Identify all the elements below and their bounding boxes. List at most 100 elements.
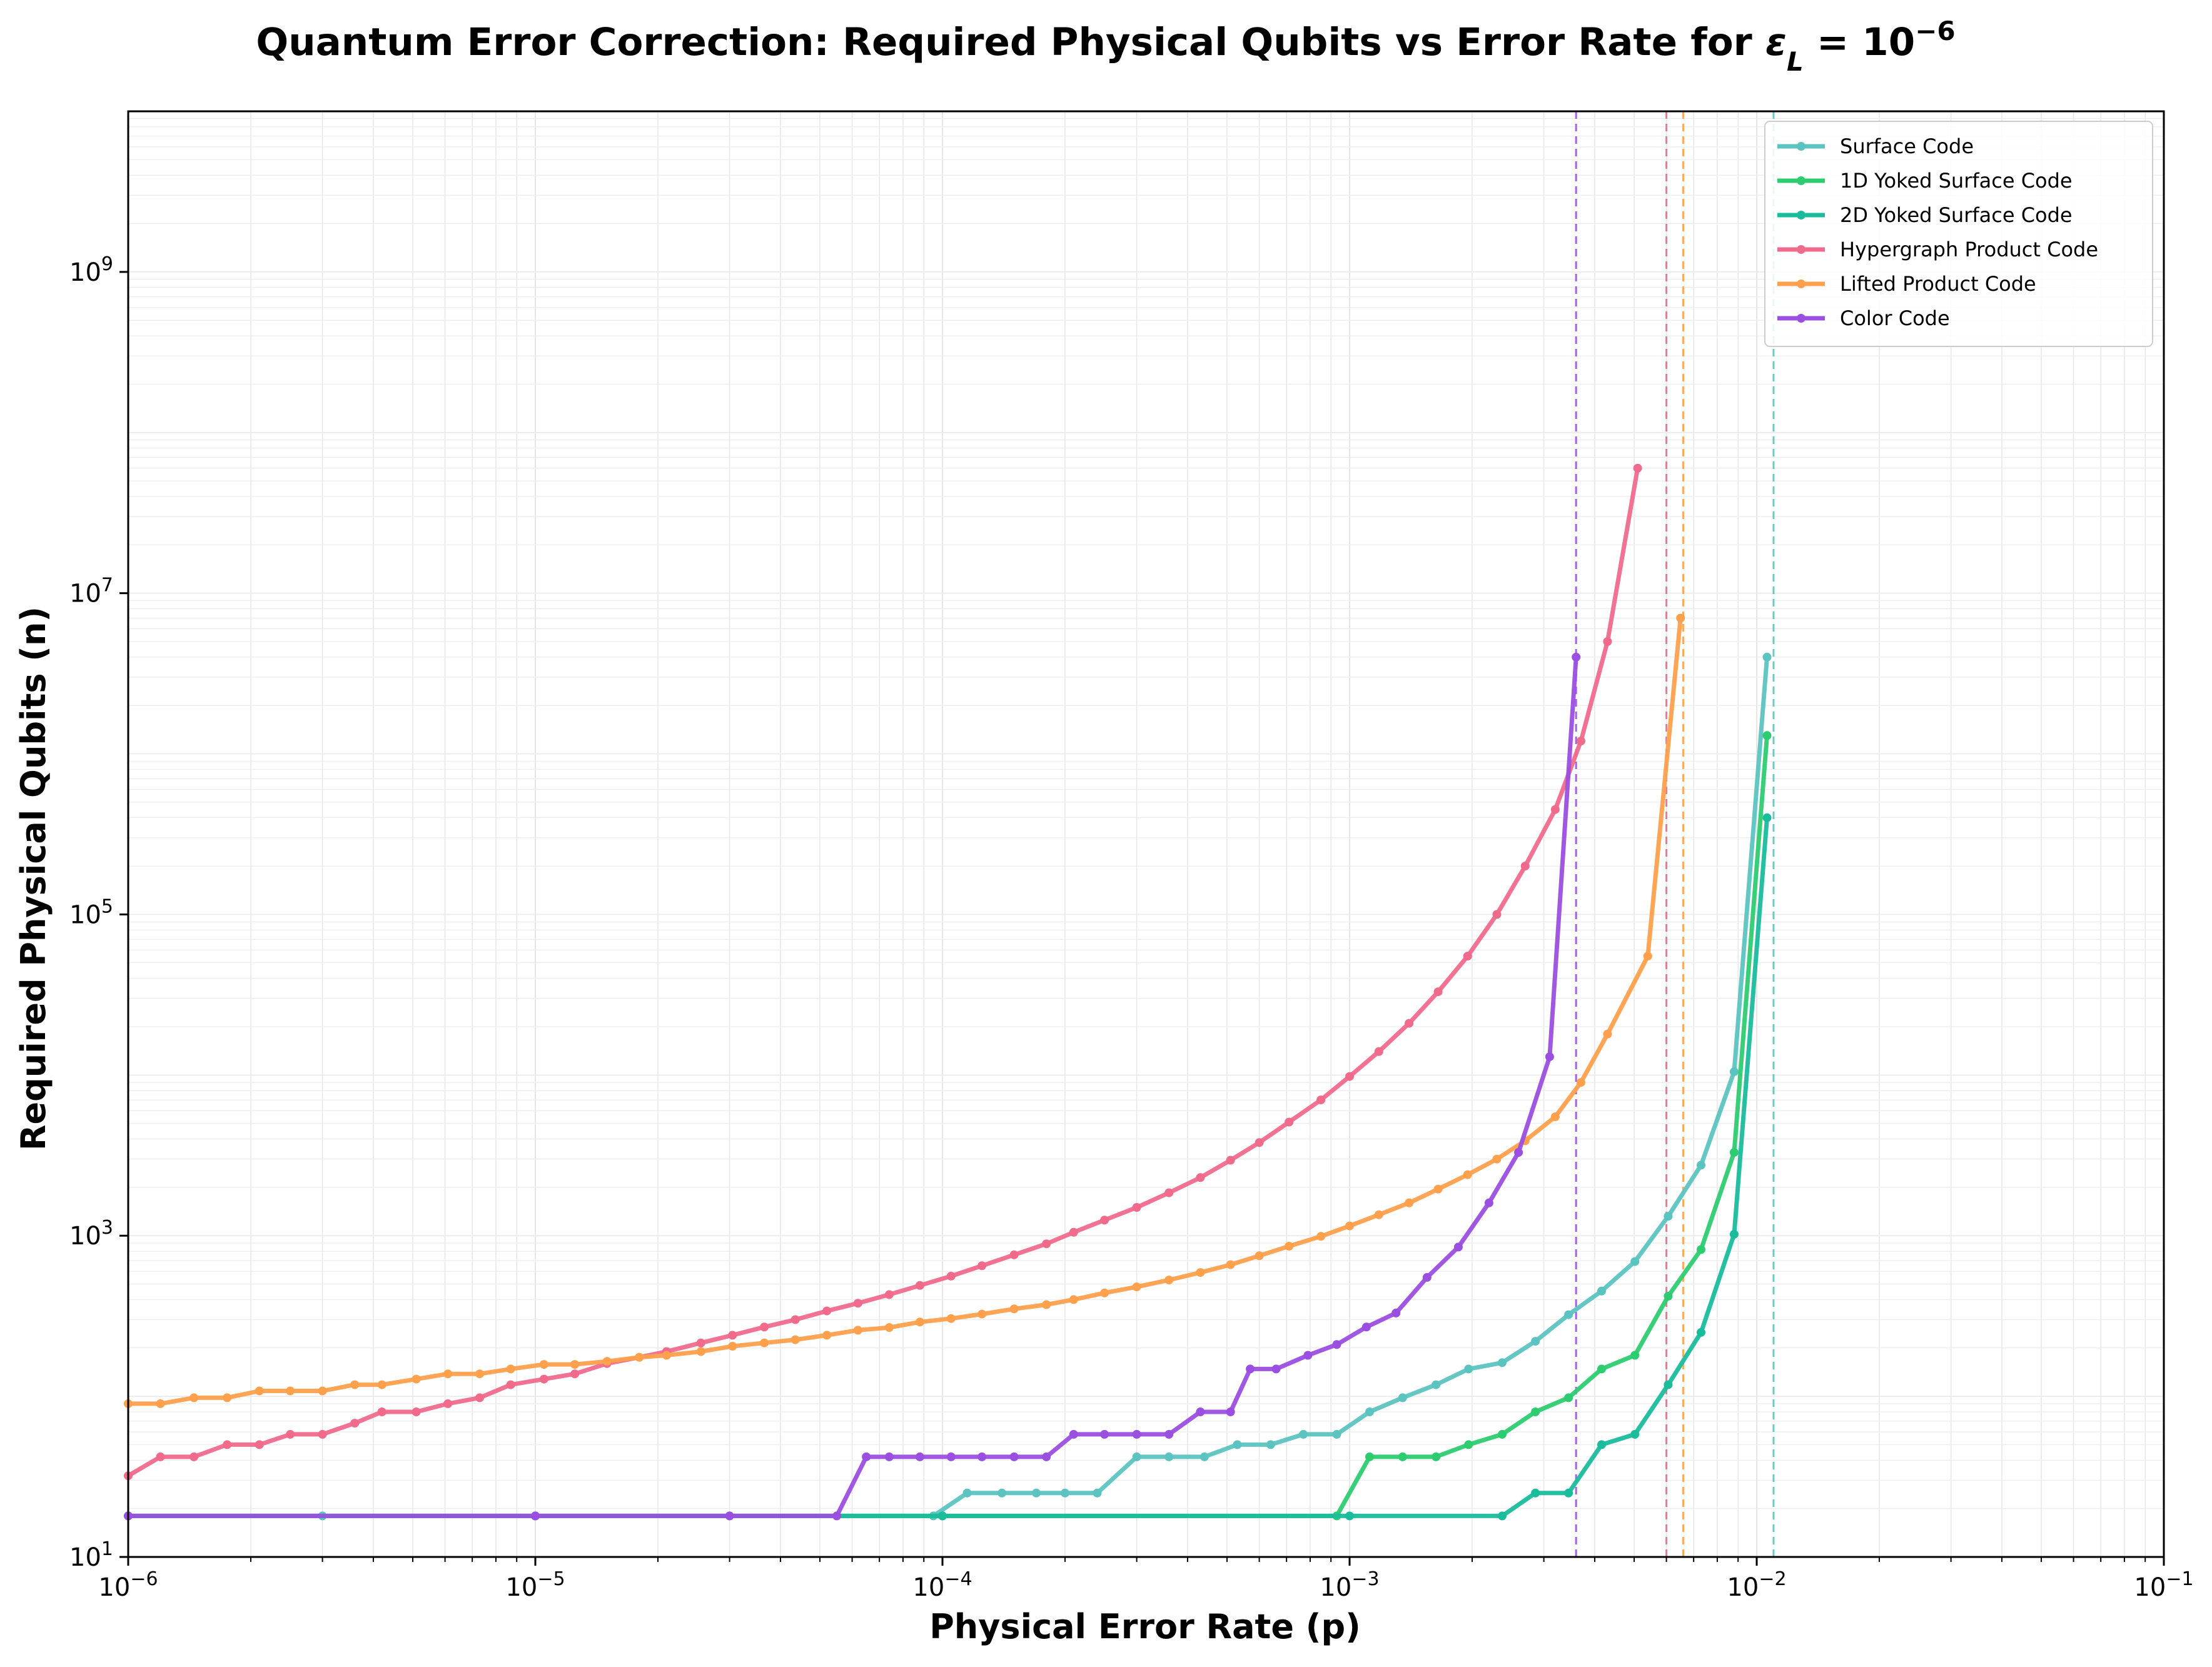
- data-point: [1365, 1408, 1374, 1416]
- data-point: [1643, 952, 1652, 961]
- legend-swatch-marker: [1797, 142, 1805, 151]
- data-point: [223, 1393, 232, 1403]
- title-exponent: −6: [1915, 16, 1955, 46]
- x-tick-base: 10: [1727, 1573, 1759, 1602]
- data-point: [1697, 1161, 1705, 1170]
- data-point: [156, 1399, 165, 1408]
- data-point: [1603, 1029, 1612, 1039]
- y-tick-exponent: 5: [101, 895, 113, 917]
- data-point: [853, 1326, 862, 1335]
- data-point: [1132, 1282, 1141, 1292]
- data-point: [1199, 1452, 1209, 1461]
- data-point: [1405, 1198, 1414, 1207]
- data-point: [1550, 805, 1560, 814]
- x-tick-label: 10−2: [1727, 1568, 1786, 1603]
- data-point: [539, 1360, 548, 1369]
- data-point: [977, 1452, 987, 1461]
- y-tick-label: 103: [69, 1217, 113, 1251]
- data-point: [1762, 813, 1772, 822]
- data-point: [1664, 1212, 1673, 1221]
- data-point: [1432, 1452, 1441, 1461]
- data-point: [1332, 1340, 1341, 1349]
- data-point: [1492, 1154, 1502, 1164]
- x-tick-label: 10−1: [2134, 1568, 2193, 1603]
- x-tick-exponent: −2: [1759, 1568, 1786, 1590]
- legend-label: Color Code: [1840, 306, 1950, 330]
- y-tick-base: 10: [69, 580, 101, 608]
- data-point: [1233, 1440, 1242, 1449]
- data-point: [570, 1369, 580, 1379]
- data-point: [1664, 1292, 1673, 1301]
- data-point: [1069, 1295, 1078, 1304]
- data-point: [790, 1315, 800, 1324]
- data-point: [1196, 1268, 1205, 1277]
- data-point: [506, 1364, 515, 1374]
- x-tick-base: 10: [2134, 1573, 2166, 1602]
- x-tick-exponent: −1: [2166, 1568, 2193, 1590]
- data-point: [286, 1386, 295, 1396]
- data-point: [1132, 1429, 1141, 1439]
- data-point: [1484, 1198, 1493, 1207]
- data-point: [1345, 1221, 1354, 1231]
- data-point: [443, 1369, 453, 1379]
- data-point: [1303, 1351, 1313, 1360]
- data-point: [1433, 1184, 1443, 1194]
- data-point: [946, 1271, 956, 1281]
- data-point: [1597, 1286, 1606, 1296]
- x-axis-label: Physical Error Rate (p): [929, 1607, 1361, 1646]
- data-point: [1531, 1488, 1540, 1498]
- data-point: [662, 1351, 671, 1360]
- data-point: [318, 1429, 327, 1439]
- legend-swatch-marker: [1797, 280, 1805, 288]
- data-point: [1762, 652, 1772, 662]
- data-point: [1271, 1364, 1281, 1374]
- data-point: [938, 1511, 947, 1521]
- data-point: [1132, 1452, 1141, 1461]
- data-point: [1597, 1440, 1606, 1449]
- data-point: [602, 1357, 612, 1366]
- y-tick-exponent: 9: [101, 253, 113, 274]
- data-point: [1514, 1148, 1523, 1157]
- x-tick-base: 10: [98, 1573, 130, 1602]
- data-point: [1391, 1308, 1401, 1317]
- data-point: [1762, 731, 1772, 740]
- data-point: [1572, 652, 1581, 662]
- data-point: [412, 1408, 421, 1416]
- data-point: [1564, 1393, 1573, 1403]
- chart-title: Quantum Error Correction: Required Physi…: [256, 16, 1955, 77]
- data-point: [1453, 1242, 1463, 1252]
- data-point: [223, 1440, 232, 1449]
- data-point: [1433, 987, 1443, 997]
- data-point: [1299, 1429, 1308, 1439]
- x-tick-base: 10: [912, 1573, 944, 1602]
- data-point: [862, 1452, 871, 1461]
- data-point: [1164, 1276, 1174, 1285]
- x-tick-label: 10−6: [98, 1568, 158, 1603]
- x-tick-label: 10−3: [1320, 1568, 1379, 1603]
- data-point: [1398, 1452, 1407, 1461]
- data-point: [1729, 1230, 1739, 1239]
- data-point: [1285, 1117, 1294, 1127]
- data-point: [1374, 1210, 1383, 1219]
- y-tick-exponent: 7: [101, 574, 113, 596]
- x-tick-exponent: −4: [944, 1568, 972, 1590]
- legend-box: [1764, 121, 2153, 347]
- data-point: [790, 1335, 800, 1344]
- legend-swatch-marker: [1797, 176, 1805, 185]
- data-point: [1729, 1067, 1739, 1076]
- legend-label: Lifted Product Code: [1840, 272, 2036, 296]
- data-point: [1069, 1227, 1078, 1237]
- series-lifted-product-code: [124, 613, 1685, 1408]
- title-subscript: L: [1787, 46, 1804, 77]
- x-tick-label: 10−4: [912, 1568, 972, 1603]
- series-line: [126, 466, 1640, 1478]
- legend-entry: Hypergraph Product Code: [1777, 238, 2098, 261]
- data-point: [1285, 1242, 1294, 1251]
- data-point: [1464, 1440, 1473, 1449]
- data-point: [1100, 1429, 1109, 1439]
- data-point: [475, 1393, 484, 1403]
- data-point: [1009, 1452, 1019, 1461]
- data-point: [286, 1429, 295, 1439]
- data-point: [1531, 1337, 1540, 1346]
- data-point: [255, 1386, 264, 1396]
